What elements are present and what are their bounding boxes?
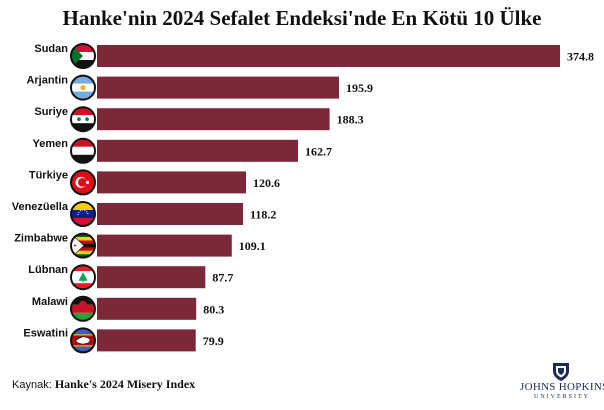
bar bbox=[97, 329, 196, 352]
johns-hopkins-logo: JOHNS HOPKINS UNIVERSITY bbox=[520, 360, 604, 406]
category-label: Zimbabwe bbox=[14, 233, 68, 245]
sudan-flag-icon bbox=[71, 44, 95, 68]
value-label: 162.7 bbox=[305, 144, 332, 158]
bar bbox=[97, 139, 298, 162]
chart-title: Hanke'nin 2024 Sefalet Endeksi'nde En Kö… bbox=[62, 6, 542, 30]
bar bbox=[97, 108, 330, 131]
value-label: 195.9 bbox=[346, 81, 373, 95]
yemen-flag-icon bbox=[71, 138, 95, 163]
shield-icon bbox=[553, 363, 569, 381]
flag-ring bbox=[70, 232, 96, 259]
category-label: Suriye bbox=[34, 106, 68, 118]
flag-ring bbox=[70, 43, 96, 69]
flag-ring bbox=[70, 295, 96, 322]
bar-chart: 374.8 Sudan 195.9 Arjantin 188.3 Suriye 162.7 Y… bbox=[12, 43, 594, 354]
value-label: 120.6 bbox=[253, 176, 280, 190]
logo-subtitle: UNIVERSITY bbox=[534, 394, 590, 400]
source-name: Hanke's 2024 Misery Index bbox=[54, 377, 196, 391]
value-label: 79.9 bbox=[203, 334, 224, 348]
zimbabwe-flag-icon bbox=[71, 233, 95, 258]
category-label: Lübnan bbox=[28, 264, 68, 276]
flag-ring bbox=[70, 74, 96, 101]
flag-ring bbox=[70, 106, 96, 133]
flag-ring bbox=[70, 169, 96, 196]
flag-ring bbox=[70, 327, 96, 354]
category-label: Yemen bbox=[33, 138, 69, 150]
category-label: Malawi bbox=[32, 296, 68, 308]
value-label: 109.1 bbox=[239, 239, 266, 253]
category-label: Eswatini bbox=[23, 327, 68, 339]
flag-ring bbox=[70, 137, 96, 164]
bar bbox=[97, 171, 246, 194]
syria-flag-icon bbox=[71, 107, 95, 132]
bar bbox=[97, 234, 232, 257]
source-note: Kaynak: Hanke's 2024 Misery Index bbox=[12, 377, 195, 392]
lebanon-flag-icon bbox=[71, 265, 95, 290]
bar bbox=[97, 45, 560, 67]
bar bbox=[97, 266, 206, 289]
bar bbox=[97, 203, 244, 225]
logo-name: JOHNS HOPKINS bbox=[520, 381, 604, 393]
value-label: 374.8 bbox=[567, 50, 594, 64]
value-label: 188.3 bbox=[337, 113, 364, 127]
category-label: Sudan bbox=[34, 43, 68, 55]
flag-ring bbox=[70, 264, 96, 291]
venezuela-flag-icon bbox=[71, 202, 95, 226]
value-label: 87.7 bbox=[212, 271, 233, 285]
value-label: 80.3 bbox=[203, 302, 224, 316]
bar bbox=[97, 297, 197, 320]
category-label: Arjantin bbox=[26, 75, 68, 87]
category-label: Venezüella bbox=[12, 201, 69, 213]
flag-ring bbox=[70, 201, 96, 227]
malawi-flag-icon bbox=[71, 296, 95, 321]
bar bbox=[97, 76, 340, 99]
value-label: 118.2 bbox=[250, 208, 276, 222]
category-label: Türkiye bbox=[29, 169, 68, 181]
source-prefix: Kaynak: bbox=[12, 379, 52, 391]
